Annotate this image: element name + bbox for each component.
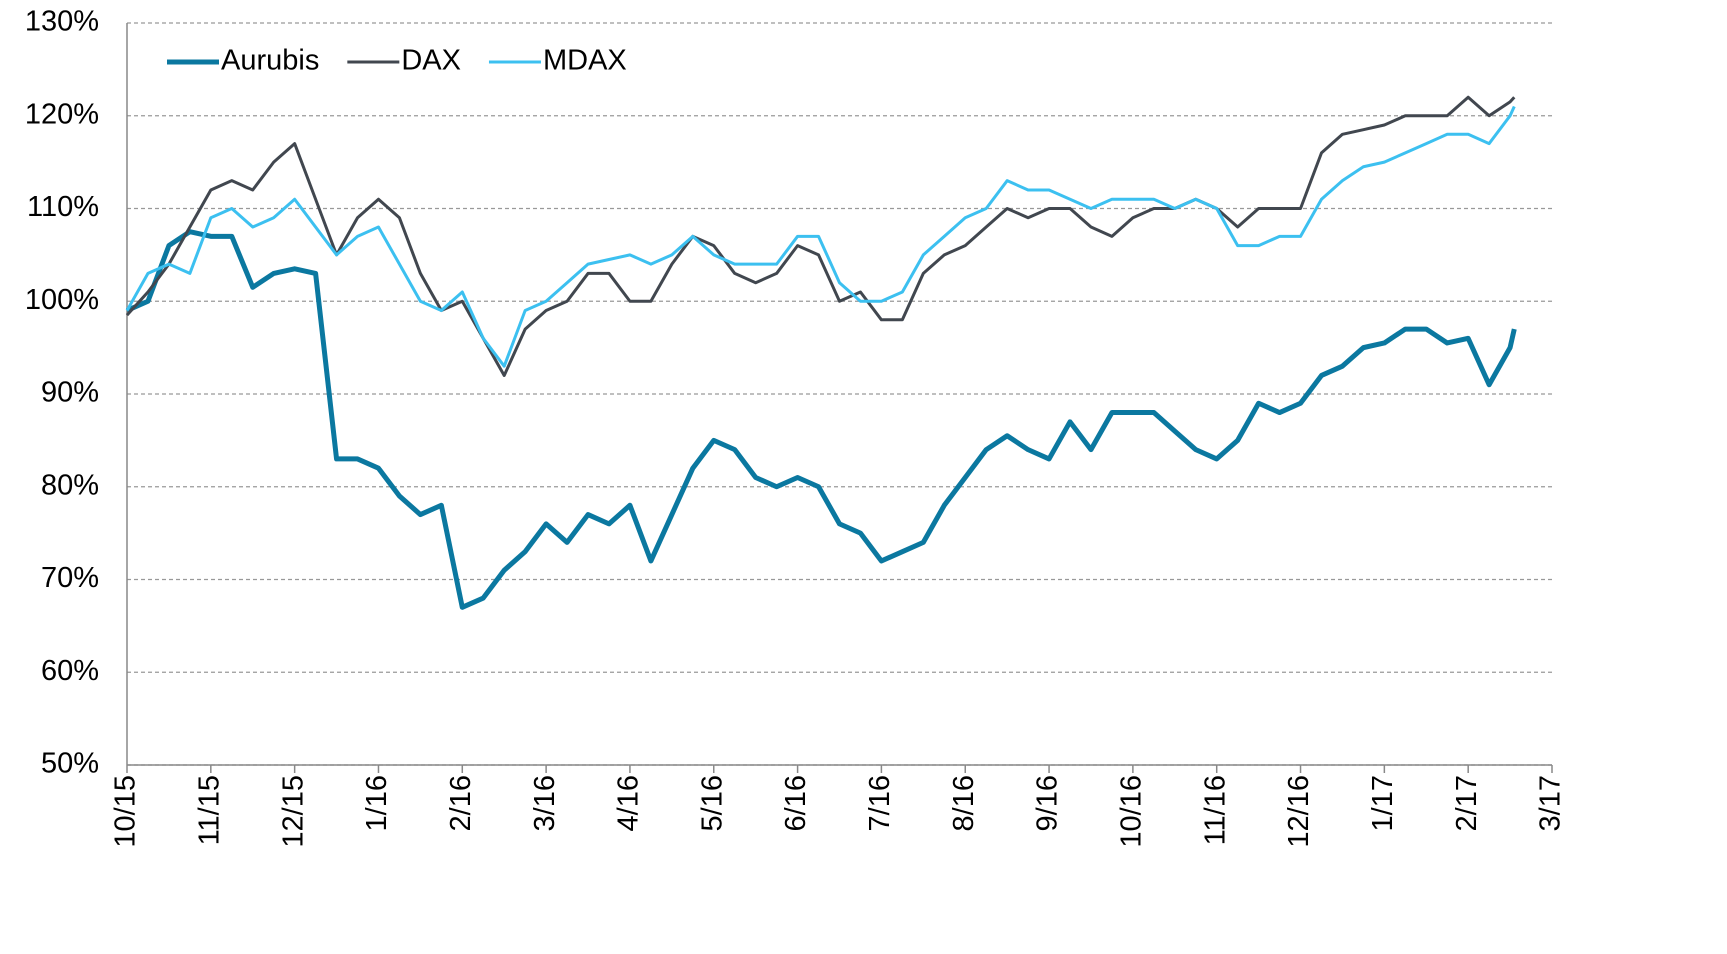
x-tick-label: 4/16 <box>613 775 645 831</box>
x-tick-label: 3/17 <box>1535 775 1567 831</box>
x-tick-label: 9/16 <box>1032 775 1064 831</box>
x-tick-label: 7/16 <box>864 775 896 831</box>
y-tick-label: 50% <box>41 748 99 780</box>
x-tick-label: 1/17 <box>1367 775 1399 831</box>
series-line <box>125 95 1516 377</box>
series-line <box>125 105 1516 368</box>
y-tick-label: 130% <box>25 6 99 38</box>
x-tick-label: 12/16 <box>1283 775 1315 848</box>
x-tick-label: 11/16 <box>1199 775 1231 845</box>
x-tick-label: 11/15 <box>193 775 225 845</box>
legend-label: MDAX <box>543 45 627 77</box>
y-tick-label: 100% <box>25 284 99 316</box>
y-tick-label: 90% <box>41 377 99 409</box>
x-tick-label: 2/16 <box>445 775 477 831</box>
series-line <box>125 229 1517 610</box>
x-tick-label: 10/15 <box>110 775 142 848</box>
x-tick-label: 1/16 <box>361 775 393 831</box>
x-tick-label: 6/16 <box>780 775 812 831</box>
legend-label: DAX <box>401 45 461 77</box>
x-tick-label: 10/16 <box>1116 775 1148 848</box>
y-tick-label: 110% <box>27 191 99 223</box>
y-tick-label: 120% <box>25 98 99 130</box>
y-tick-label: 60% <box>41 655 99 687</box>
x-tick-label: 5/16 <box>696 775 728 831</box>
x-tick-label: 8/16 <box>948 775 980 831</box>
y-tick-label: 70% <box>41 562 99 594</box>
x-tick-label: 12/15 <box>277 775 309 848</box>
x-tick-label: 3/16 <box>529 775 561 831</box>
legend-label: Aurubis <box>221 45 319 77</box>
y-tick-label: 80% <box>41 469 99 501</box>
x-tick-label: 2/17 <box>1451 775 1483 831</box>
